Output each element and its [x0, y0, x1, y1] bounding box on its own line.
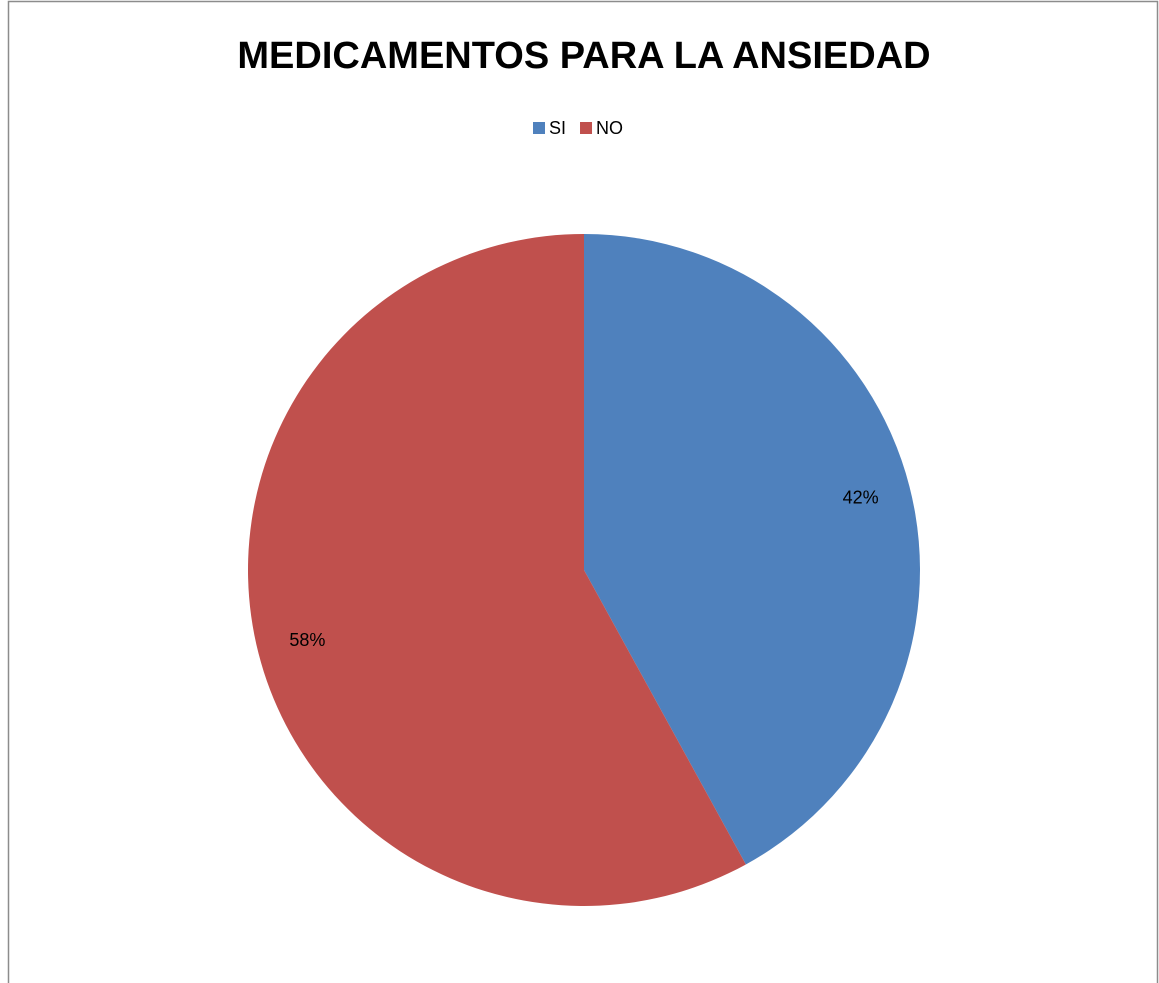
legend-swatch	[533, 122, 545, 134]
legend-label: NO	[596, 118, 623, 138]
data-label: 58%	[289, 630, 325, 650]
pie-slice	[584, 234, 921, 865]
legend-label: SI	[549, 118, 566, 138]
chart-border	[7, 0, 1159, 983]
legend-swatch	[580, 122, 593, 134]
chart-title: MEDICAMENTOS PARA LA ANSIEDAD	[237, 35, 930, 77]
pie-slice	[248, 234, 746, 907]
data-label: 42%	[843, 488, 879, 508]
